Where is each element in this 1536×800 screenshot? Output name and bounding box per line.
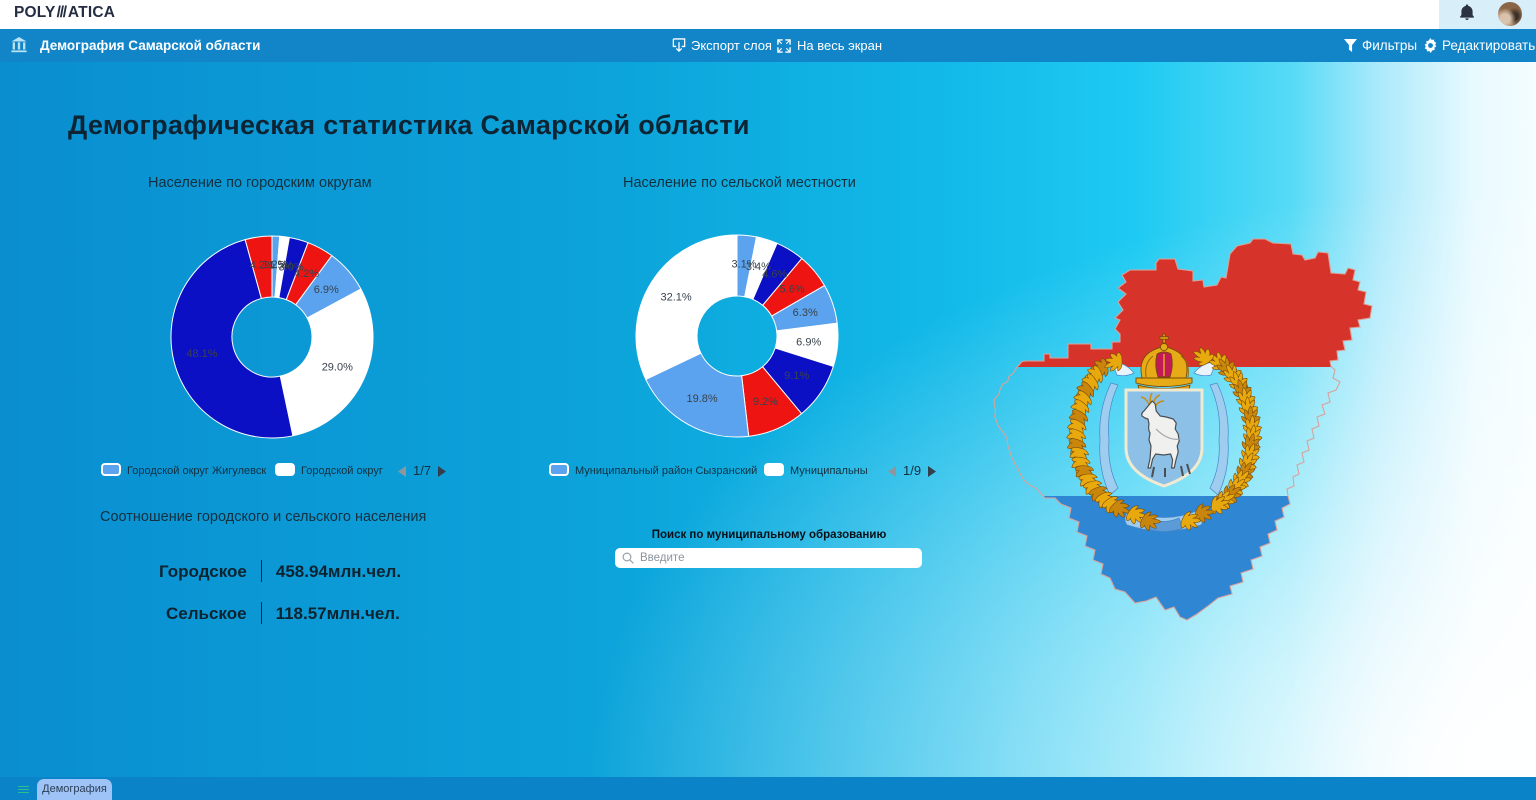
svg-text:19.8%: 19.8% (686, 393, 717, 405)
svg-text:9.1%: 9.1% (784, 370, 809, 382)
svg-text:5.6%: 5.6% (780, 284, 805, 296)
svg-text:4.6%: 4.6% (762, 269, 787, 281)
svg-text:4.2%: 4.2% (250, 260, 275, 272)
svg-text:3.4%: 3.4% (746, 261, 771, 273)
svg-text:1.2%: 1.2% (262, 259, 287, 271)
svg-text:32.1%: 32.1% (660, 292, 691, 304)
svg-text:6.3%: 6.3% (793, 307, 818, 319)
svg-text:48.1%: 48.1% (186, 348, 217, 360)
svg-text:3.0%: 3.0% (279, 262, 304, 274)
svg-text:29.0%: 29.0% (322, 361, 353, 373)
svg-text:6.9%: 6.9% (796, 336, 821, 348)
svg-text:1.5%: 1.5% (268, 260, 293, 272)
svg-text:4.2%: 4.2% (294, 268, 319, 280)
svg-text:6.9%: 6.9% (314, 284, 339, 296)
svg-text:3.1%: 3.1% (731, 258, 756, 270)
svg-text:9.2%: 9.2% (753, 396, 778, 408)
